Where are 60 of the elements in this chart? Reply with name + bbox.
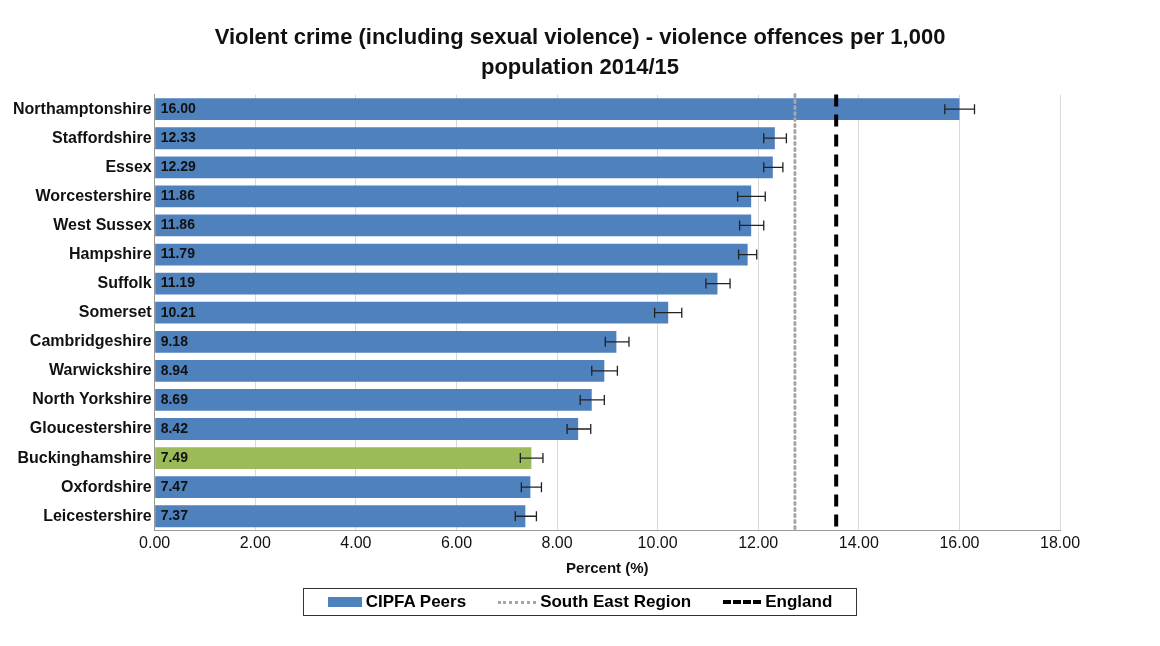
bar [155,127,775,150]
y-tick-label: North Yorkshire [32,390,152,408]
data-label: 12.29 [160,158,196,175]
x-tick-label: 12.00 [738,533,779,551]
bar [155,272,718,295]
bar [155,214,752,237]
y-tick-label: Leicestershire [43,506,152,524]
x-tick-label: 6.00 [440,533,473,551]
bar [155,418,579,440]
y-tick-label: Cambridgeshire [29,332,152,350]
data-label: 11.19 [160,274,196,291]
x-tick-label: 14.00 [838,533,879,551]
bar [155,243,748,266]
data-label: 12.33 [160,129,196,146]
data-label: 8.94 [160,361,189,378]
y-tick-label: Suffolk [97,274,152,292]
data-label: 8.69 [160,390,189,407]
x-tick-label: 4.00 [340,533,372,551]
bar [155,301,669,324]
y-tick-label: Warwickshire [49,361,152,379]
legend-label: South East Region [540,592,692,612]
y-tick-label: Oxfordshire [60,477,152,495]
y-tick-label: Buckinghamshire [17,448,152,466]
bar [155,330,617,353]
bar [155,389,592,411]
y-tick-label: West Sussex [53,215,152,233]
x-axis-title: Percent (%) [566,559,649,577]
data-label: 10.21 [160,303,196,320]
y-tick-label: Gloucestershire [29,419,152,437]
bar [155,185,752,208]
y-tick-label: Hampshire [68,244,152,262]
bar [155,98,960,121]
x-tick-label: 16.00 [939,533,980,551]
data-label: 7.37 [160,507,189,524]
legend-label: CIPFA Peers [365,592,467,612]
y-tick-label: Staffordshire [52,128,152,146]
data-label: 11.86 [160,216,196,233]
bar [155,476,531,499]
chart-title: Violent crime (including sexual violence) - violence offences per 1,000 population 2014/15 [213,23,947,81]
bar [155,505,526,528]
data-label: 7.49 [160,448,189,465]
x-tick-label: 8.00 [541,533,573,551]
data-label: 8.42 [160,419,189,436]
bar [155,447,532,470]
bar [155,156,773,179]
x-tick-label: 18.00 [1039,533,1081,551]
y-tick-label: Northamptonshire [13,99,152,117]
data-label: 11.86 [160,187,196,204]
y-tick-label: Essex [105,157,152,175]
x-tick-label: 0.00 [139,533,171,551]
x-tick-label: 2.00 [239,533,271,551]
y-tick-label: Worcestershire [35,186,152,204]
x-tick-label: 10.00 [637,533,678,551]
bar [155,359,605,382]
data-label: 11.79 [160,245,196,262]
y-tick-label: Somerset [78,303,153,321]
data-label: 7.47 [160,478,189,495]
legend-label: England [765,592,833,612]
data-label: 16.00 [160,100,196,116]
data-label: 9.18 [160,332,189,349]
